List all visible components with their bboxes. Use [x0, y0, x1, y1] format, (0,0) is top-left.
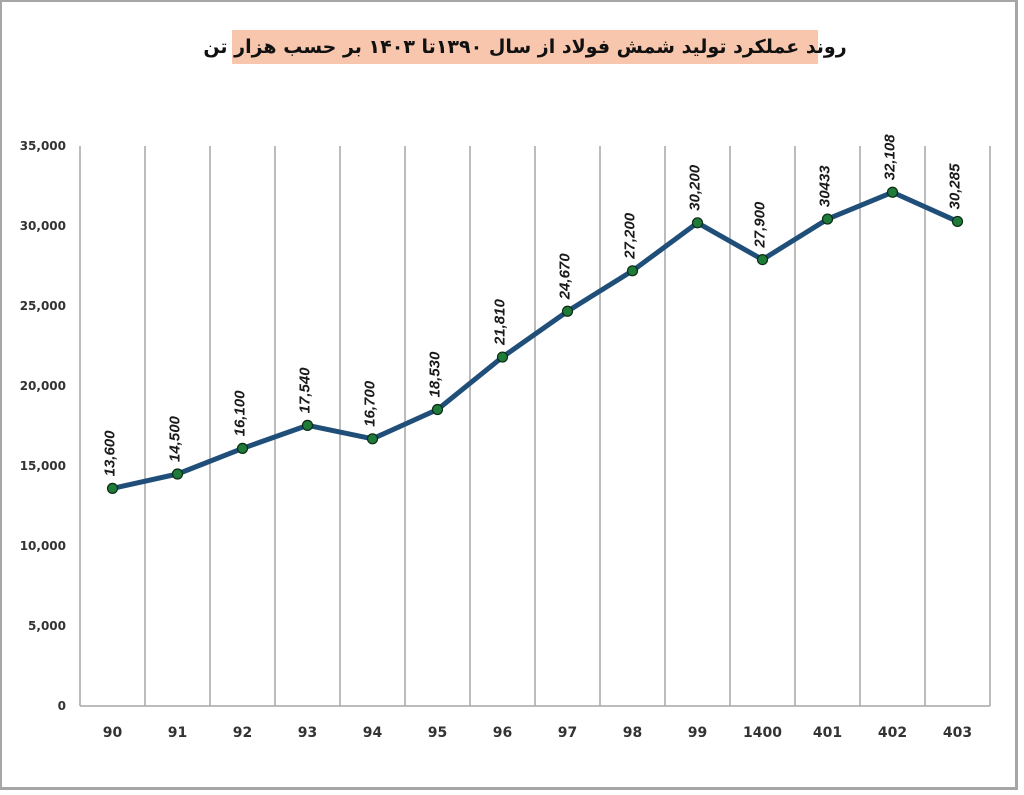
y-tick-label: 15,000: [20, 459, 66, 473]
x-tick-label: 402: [878, 725, 907, 741]
data-point-marker: [171, 468, 184, 480]
y-axis: 0 5,000 10,000 15,000 20,000 25,000 30,000 35,0…: [20, 139, 66, 713]
data-point-marker: [886, 186, 899, 198]
chart-title-box: روند عملکرد تولید شمش فولاد از سال ۱۳۹۰ت…: [203, 30, 847, 64]
x-tick-label: 91: [168, 725, 187, 741]
data-point-marker: [951, 215, 964, 228]
data-label: 30433: [817, 165, 834, 207]
data-label: 16,100: [232, 390, 249, 437]
x-tick-label: 403: [943, 725, 972, 741]
data-label: 14,500: [167, 415, 184, 462]
x-tick-label: 92: [233, 725, 252, 741]
vertical-gridlines: [79, 146, 991, 707]
data-label: 30,285: [947, 163, 964, 210]
y-tick-label: 20,000: [20, 379, 66, 393]
series-line: [110, 189, 960, 491]
x-tick-label: 98: [623, 725, 642, 741]
x-axis: 90 91 92 93 94 95 96 97 98 99 1400 401 402 403: [103, 725, 972, 741]
data-label: 18,530: [427, 351, 444, 398]
data-point-marker: [431, 403, 444, 416]
x-tick-label: 96: [493, 725, 512, 741]
data-series: [106, 186, 964, 494]
data-label: 13,600: [102, 430, 119, 477]
data-label: 16,700: [362, 380, 379, 427]
x-tick-label: 97: [558, 725, 577, 741]
x-tick-label: 93: [298, 725, 317, 741]
data-label: 27,900: [752, 201, 769, 249]
data-point-marker: [301, 419, 314, 431]
data-label: 21,810: [492, 299, 509, 347]
y-tick-label: 30,000: [20, 219, 66, 233]
y-tick-label: 0: [58, 699, 66, 713]
data-label: 27,200: [622, 212, 639, 260]
y-tick-label: 25,000: [20, 299, 66, 313]
y-tick-label: 5,000: [28, 619, 66, 633]
data-label: 24,670: [557, 253, 574, 301]
data-point-marker: [366, 433, 379, 445]
data-point-marker: [236, 442, 249, 454]
x-tick-label: 99: [688, 725, 707, 741]
data-point-marker: [561, 305, 574, 317]
data-label: 30,200: [687, 164, 704, 211]
chart-title: روند عملکرد تولید شمش فولاد از سال ۱۳۹۰ت…: [203, 36, 847, 58]
x-tick-label: 95: [428, 725, 447, 741]
data-point-marker: [691, 217, 704, 229]
data-point-marker: [496, 351, 509, 363]
y-tick-label: 10,000: [20, 539, 66, 553]
x-tick-label: 401: [813, 725, 842, 741]
data-labels: 13,600 14,500 16,100 17,540 16,700 18,530 21,8…: [102, 134, 964, 477]
data-label: 32,108: [882, 134, 899, 181]
data-point-marker: [626, 265, 639, 277]
y-tick-label: 35,000: [20, 139, 66, 153]
data-point-marker: [756, 254, 769, 266]
data-label: 17,540: [297, 367, 314, 414]
x-tick-label: 1400: [743, 725, 782, 741]
x-tick-label: 90: [103, 725, 123, 741]
x-tick-label: 94: [363, 725, 383, 741]
data-point-marker: [821, 213, 834, 225]
data-point-marker: [106, 482, 119, 494]
